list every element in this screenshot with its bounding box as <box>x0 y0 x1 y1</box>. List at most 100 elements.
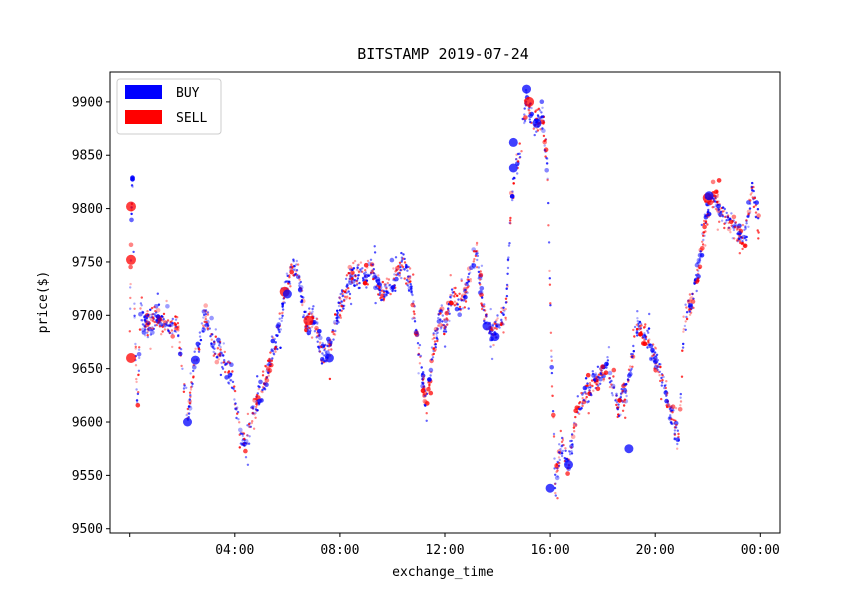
x-tick-label: 16:00 <box>531 543 570 558</box>
buy-trade-point <box>227 381 230 384</box>
buy-trade-point <box>201 327 206 333</box>
sell-trade-point <box>428 384 431 387</box>
sell-trade-point <box>754 211 758 214</box>
buy-trade-point <box>302 315 305 319</box>
sell-trade-point <box>504 307 507 311</box>
sell-trade-point <box>137 373 140 376</box>
buy-trade-point <box>143 334 147 337</box>
sell-trade-point <box>474 250 478 253</box>
sell-trade-point <box>726 226 732 232</box>
buy-trade-point <box>597 384 600 387</box>
sell-trade-point <box>382 297 386 300</box>
buy-trade-point <box>400 259 404 262</box>
buy-trade-point <box>502 313 505 316</box>
sell-trade-point <box>433 336 436 340</box>
buy-trade-point <box>696 274 701 279</box>
sell-trade-point <box>456 294 459 297</box>
buy-trade-point <box>554 475 560 481</box>
sell-trade-point <box>296 263 300 266</box>
sell-trade-point <box>203 320 206 323</box>
buy-trade-point <box>177 334 180 338</box>
sell-trade-point <box>479 283 482 286</box>
buy-trade-point <box>326 344 329 348</box>
sell-trade-point <box>403 277 406 280</box>
buy-trade-point <box>751 181 754 185</box>
buy-trade-point <box>334 329 337 333</box>
sell-trade-point <box>577 405 580 409</box>
buy-trade-point <box>236 406 239 409</box>
buy-trade-point <box>647 331 650 334</box>
buy-trade-point <box>737 231 742 236</box>
buy-trade-point <box>130 184 134 187</box>
buy-trade-point <box>491 325 494 328</box>
sell-trade-point <box>432 333 435 337</box>
buy-trade-point <box>320 356 325 362</box>
sell-trade-point <box>711 206 714 209</box>
sell-trade-point <box>339 297 342 301</box>
buy-trade-point <box>308 327 312 330</box>
buy-trade-point <box>213 347 216 350</box>
sell-trade-point <box>621 392 624 395</box>
sell-trade-point <box>419 355 422 359</box>
sell-trade-point <box>483 305 486 308</box>
plot-frame <box>109 71 781 534</box>
sell-trade-point <box>549 331 553 334</box>
buy-trade-point <box>167 324 170 327</box>
buy-trade-point <box>629 369 632 372</box>
sell-trade-point <box>413 331 419 336</box>
sell-trade-point <box>640 324 643 327</box>
buy-trade-point <box>504 301 508 304</box>
buy-trade-point <box>553 457 556 460</box>
sell-trade-point <box>268 357 271 361</box>
sell-trade-point <box>504 297 508 300</box>
sell-trade-point <box>243 437 246 441</box>
buy-trade-point <box>295 274 301 280</box>
sell-trade-point <box>632 328 635 332</box>
buy-trade-point <box>385 290 388 293</box>
buy-large-trade <box>532 118 542 128</box>
buy-trade-point <box>611 394 614 397</box>
sell-trade-point <box>704 244 707 247</box>
buy-trade-point <box>568 450 571 453</box>
buy-trade-point <box>140 319 143 322</box>
buy-trade-point <box>576 411 580 414</box>
buy-trade-point <box>229 362 232 365</box>
buy-trade-point <box>673 437 676 441</box>
buy-trade-point <box>137 369 141 372</box>
sell-trade-point <box>589 383 592 387</box>
buy-trade-point <box>274 341 277 344</box>
sell-trade-point <box>612 375 615 378</box>
sell-trade-point <box>264 365 267 368</box>
sell-trade-point <box>310 336 314 339</box>
buy-trade-point <box>299 286 302 290</box>
buy-trade-point <box>318 347 321 350</box>
sell-trade-point <box>409 280 412 283</box>
sell-trade-point <box>512 182 515 185</box>
buy-trade-point <box>583 390 587 394</box>
buy-trade-point <box>420 383 425 389</box>
sell-trade-point <box>261 386 265 389</box>
sell-trade-point <box>248 425 251 429</box>
buy-trade-point <box>523 120 527 123</box>
legend-sell-swatch <box>125 110 162 124</box>
buy-trade-point <box>673 436 676 440</box>
buy-trade-point <box>171 322 174 325</box>
buy-trade-point <box>276 347 279 351</box>
buy-trade-point <box>539 99 545 104</box>
sell-trade-point <box>733 226 737 229</box>
buy-trade-point <box>150 316 153 319</box>
buy-trade-point <box>294 272 297 276</box>
buy-trade-point <box>637 324 640 328</box>
sell-trade-point <box>295 273 299 277</box>
buy-trade-point <box>257 403 261 406</box>
buy-trade-point <box>579 408 582 411</box>
sell-trade-point <box>702 224 707 230</box>
buy-trade-point <box>747 225 750 228</box>
sell-trade-point <box>217 358 220 361</box>
buy-trade-point <box>676 429 679 432</box>
buy-trade-point <box>656 360 659 364</box>
buy-trade-point <box>134 342 137 346</box>
buy-trade-point <box>411 317 414 320</box>
buy-trade-point <box>744 226 747 229</box>
buy-trade-point <box>374 301 377 305</box>
